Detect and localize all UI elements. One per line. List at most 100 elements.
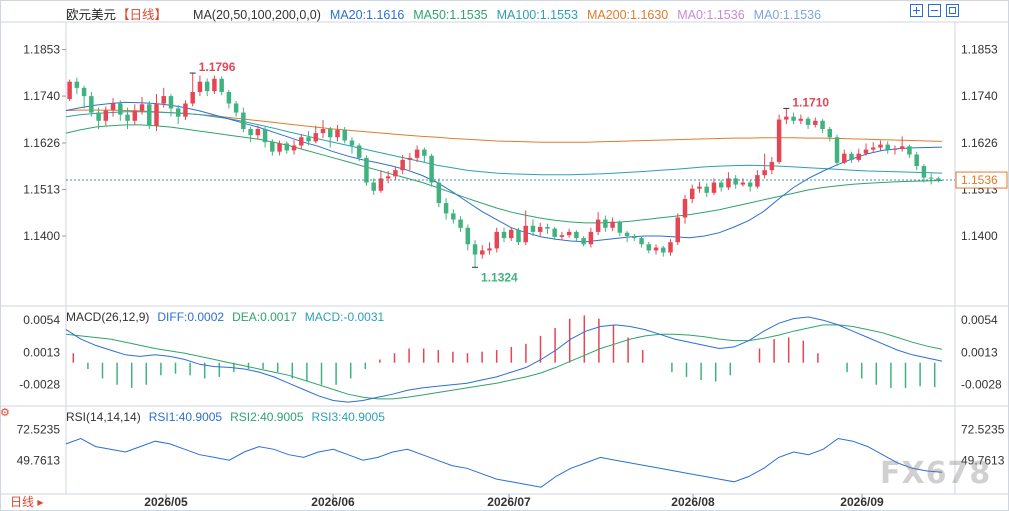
macd-value: MACD:-0.0031	[304, 310, 385, 324]
price-tick-label-left: 1.1513	[23, 183, 60, 197]
current-price-box	[955, 171, 1008, 189]
ma200-value: MA200:1.1630	[586, 8, 669, 22]
macd-tick-label-right: 0.0013	[961, 345, 998, 359]
candle-body	[711, 182, 717, 193]
candle-body	[870, 147, 876, 150]
candle-body	[856, 153, 861, 160]
ma50-line	[65, 124, 943, 224]
candle-body	[610, 221, 615, 228]
rsi1-value: RSI1:40.9005	[148, 410, 223, 424]
ma100-line	[65, 111, 943, 176]
candle-body	[422, 149, 427, 156]
rsi-tick-label-right: 72.5235	[961, 423, 1005, 437]
ma20-value: MA20:1.1616	[329, 8, 405, 22]
x-tick-label: 2026/06	[311, 495, 355, 509]
dea-line	[65, 324, 943, 400]
candle-body	[154, 103, 159, 126]
candle-body	[320, 129, 326, 134]
current-price-label: 1.1536	[961, 173, 998, 187]
candle-body	[219, 78, 224, 92]
candle-body	[718, 182, 724, 188]
macd-label: MACD(26,12,9)	[66, 310, 150, 324]
candle-body	[81, 87, 87, 97]
price-tick-label-right: 1.1740	[961, 89, 998, 103]
candle-body	[624, 232, 630, 237]
x-tick-label: 2026/05	[144, 495, 188, 509]
candle-body	[936, 178, 941, 181]
candle-body	[552, 228, 557, 237]
candle-body	[595, 219, 601, 232]
candle-body	[161, 96, 166, 104]
candle-body	[407, 157, 413, 160]
candle-body	[733, 178, 738, 185]
candle-body	[443, 203, 449, 214]
candle-body	[668, 242, 673, 253]
macd-dea: DEA:0.0017	[232, 310, 297, 324]
candle-body	[306, 137, 311, 142]
candle-body	[451, 213, 456, 220]
candle-body	[226, 91, 232, 104]
candle-body	[842, 153, 847, 163]
candle-body	[313, 133, 319, 142]
price-tick-label-left: 1.1626	[23, 136, 60, 150]
fullscreen-icon[interactable]	[946, 4, 959, 17]
candle-body	[776, 119, 782, 162]
candle-body	[147, 104, 152, 126]
candle-body	[284, 143, 290, 151]
candle-body	[335, 129, 340, 138]
price-tick-label-left: 1.1400	[23, 229, 60, 243]
candle-body	[458, 219, 463, 228]
rsi-line	[65, 437, 943, 488]
candle-body	[798, 118, 804, 121]
macd-diff: DIFF:0.0002	[157, 310, 225, 324]
candle-body	[299, 137, 304, 146]
candle-body	[378, 178, 384, 191]
candle-body	[928, 177, 934, 179]
indicator-settings-icon[interactable]: ⚙	[0, 407, 10, 419]
ma0-value-2: MA0:1.1536	[753, 8, 822, 22]
candle-body	[487, 248, 492, 251]
candle-body	[197, 81, 203, 92]
candle-body	[118, 103, 123, 115]
ma200-line	[65, 109, 943, 143]
candle-body	[204, 81, 210, 92]
period-button-label: 日线	[10, 495, 35, 509]
candle-body	[632, 236, 637, 239]
candle-body	[697, 186, 702, 189]
candle-body	[646, 244, 652, 251]
candle-body	[393, 170, 398, 177]
candle-body	[878, 144, 883, 148]
candle-body	[328, 129, 333, 138]
ma20-line	[65, 101, 943, 243]
macd-tick-label-left: 0.0013	[23, 345, 60, 359]
macd-tick-label-left: -0.0028	[19, 378, 60, 392]
candle-body	[574, 231, 579, 239]
candle-body	[639, 238, 644, 245]
zoom-out-icon[interactable]	[928, 4, 941, 17]
candle-body	[371, 182, 376, 191]
candle-body	[530, 225, 536, 232]
period-button[interactable]: 日线 ▸	[10, 495, 44, 509]
period-label[interactable]: 【日线】	[117, 8, 168, 22]
candle-body	[132, 110, 138, 121]
candle-body	[899, 146, 905, 149]
candle-body	[769, 161, 775, 171]
candle-body	[545, 226, 550, 229]
macd-tick-label-right: 0.0054	[961, 313, 998, 327]
rsi-label: RSI(14,14,14)	[66, 410, 141, 424]
price-tick-label-right: 1.1400	[961, 229, 998, 243]
rsi-header: RSI(14,14,14) RSI1:40.9005 RSI2:40.9005 RSI…	[66, 410, 393, 424]
candle-body	[270, 142, 275, 152]
candle-body	[885, 144, 890, 150]
candle-body	[183, 103, 188, 117]
candle-body	[805, 118, 811, 125]
candle-body	[494, 231, 500, 249]
zoom-in-icon[interactable]	[910, 4, 923, 17]
rsi-tick-label-left: 49.7613	[17, 453, 61, 467]
candle-body	[175, 108, 181, 117]
candle-body	[255, 129, 261, 136]
ma-label: MA(20,50,100,200,0,0)	[193, 8, 321, 22]
candle-body	[689, 188, 695, 199]
x-tick-label: 2026/09	[840, 495, 884, 509]
